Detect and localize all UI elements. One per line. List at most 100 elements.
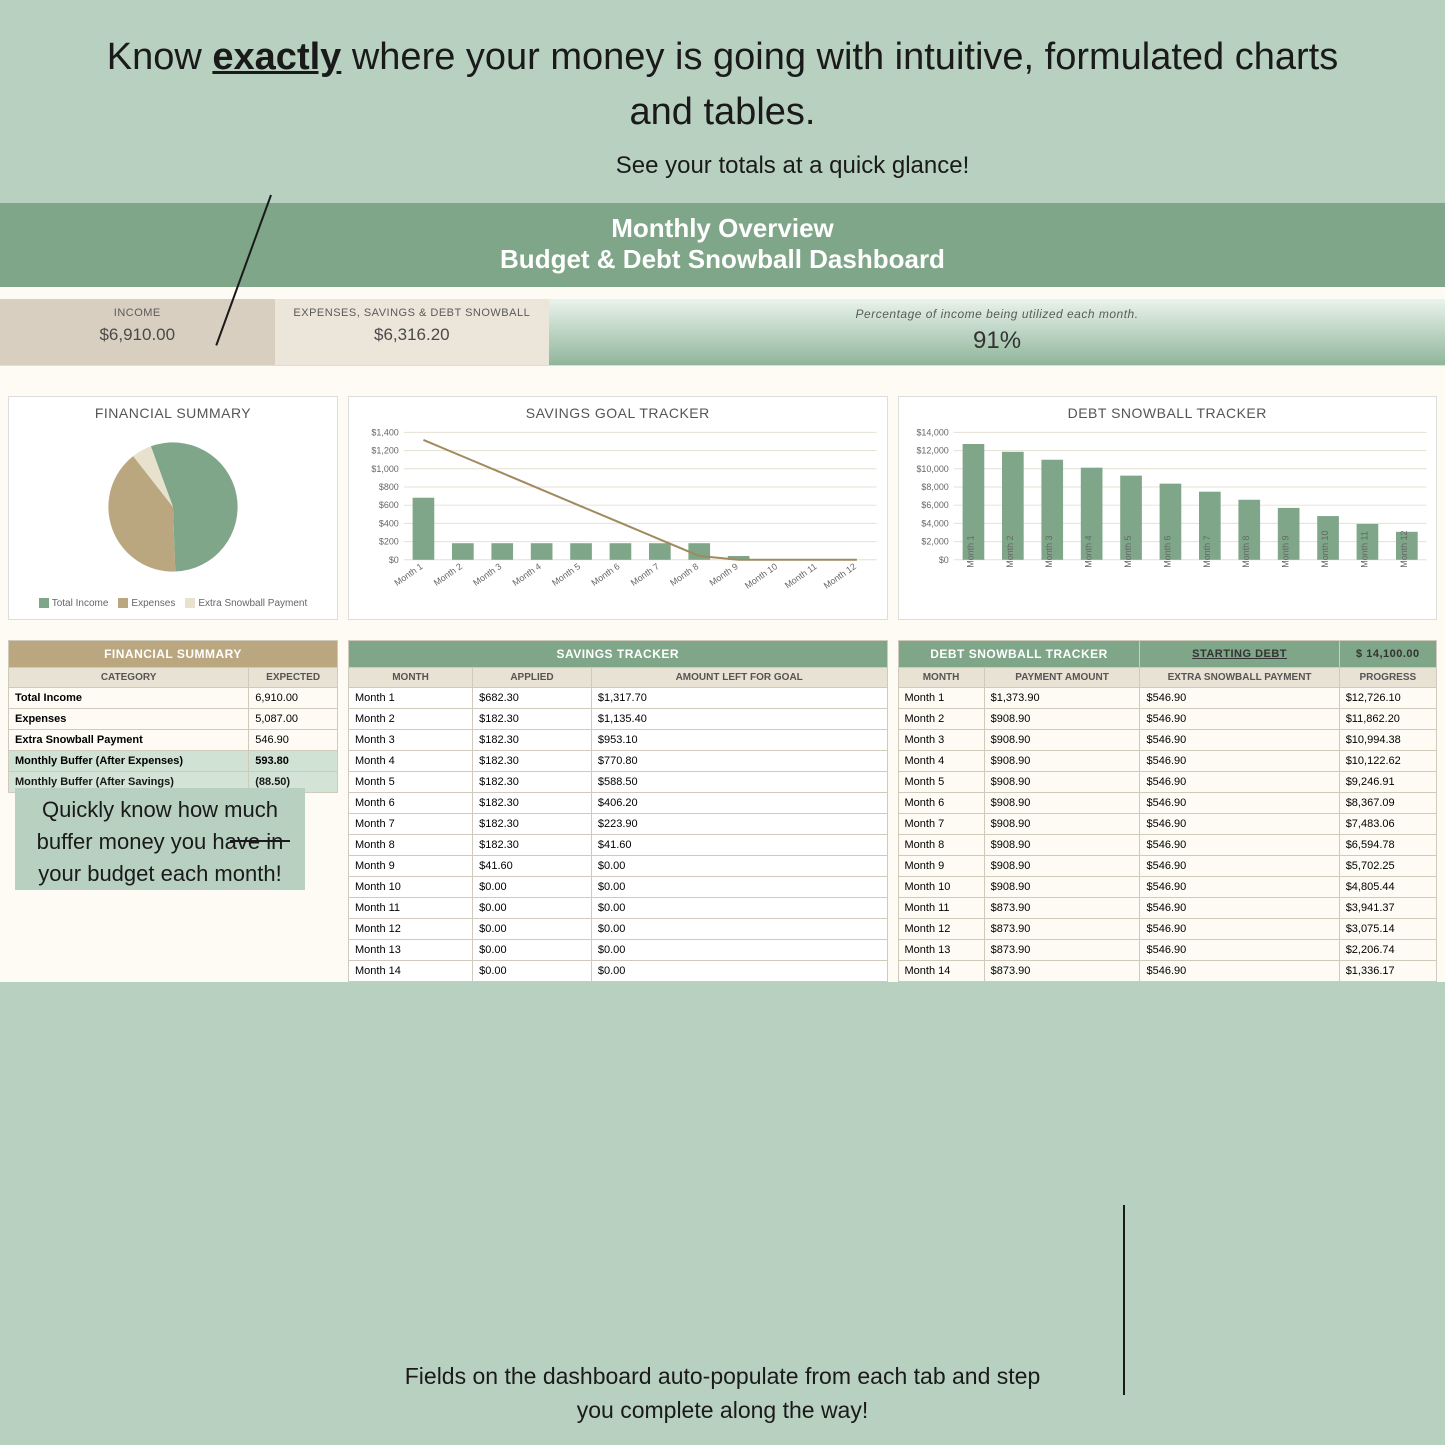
svg-text:Month 6: Month 6 [589,561,621,588]
starting-debt-label: STARTING DEBT [1140,640,1339,667]
svg-text:Month 3: Month 3 [1044,535,1054,567]
cell: $908.90 [984,876,1140,897]
svg-text:$0: $0 [389,554,399,564]
svg-text:Month 11: Month 11 [783,561,819,590]
cell: Month 4 [898,750,984,771]
debt-chart: $0$2,000$4,000$6,000$8,000$10,000$12,000… [899,427,1437,602]
table-row: Month 11$873.90$546.90$3,941.37 [898,897,1437,918]
cell: $908.90 [984,771,1140,792]
svg-text:$14,000: $14,000 [916,427,948,437]
col-header: EXTRA SNOWBALL PAYMENT [1140,667,1339,687]
cell: $953.10 [591,729,887,750]
cell: Month 12 [349,918,473,939]
cell: Extra Snowball Payment [9,729,249,750]
svg-text:Month 2: Month 2 [1004,535,1014,567]
legend-item: Total Income [39,598,109,609]
svg-text:Month 5: Month 5 [1123,535,1133,567]
cell: $0.00 [473,960,592,981]
cell: $546.90 [1140,813,1339,834]
callout-bottom: Fields on the dashboard auto-populate fr… [403,1360,1043,1427]
table-row: Month 12$873.90$546.90$3,075.14 [898,918,1437,939]
cell: Expenses [9,708,249,729]
legend-item: Expenses [118,598,175,609]
cell: $908.90 [984,750,1140,771]
svg-text:Month 12: Month 12 [822,561,858,591]
cell: 546.90 [249,729,338,750]
cell: $182.30 [473,708,592,729]
table-row: Month 3$908.90$546.90$10,994.38 [898,729,1437,750]
cell: $0.00 [591,918,887,939]
svg-text:$0: $0 [938,554,948,564]
table-row: Month 5$908.90$546.90$9,246.91 [898,771,1437,792]
cell: 593.80 [249,750,338,771]
cell: Month 10 [349,876,473,897]
buffer-row: Monthly Buffer (After Expenses)593.80 [9,750,338,771]
table-row: Month 12$0.00$0.00 [349,918,888,939]
sav-table-title: SAVINGS TRACKER [349,640,888,667]
chart-savings-title: SAVINGS GOAL TRACKER [349,397,887,427]
cell: $0.00 [591,960,887,981]
cell: $1,135.40 [591,708,887,729]
legend-item: Extra Snowball Payment [185,598,307,609]
savings-chart: $0$200$400$600$800$1,000$1,200$1,400Mont… [349,427,887,602]
savings-bar [413,497,435,559]
cell: Month 8 [898,834,984,855]
table-row: Month 9$41.60$0.00 [349,855,888,876]
table-row: Month 1$682.30$1,317.70 [349,687,888,708]
cell: $1,336.17 [1339,960,1436,981]
cell: $873.90 [984,918,1140,939]
cell: $908.90 [984,834,1140,855]
cell: $770.80 [591,750,887,771]
headline-bold: exactly [212,36,341,78]
cell: $1,373.90 [984,687,1140,708]
col-header: PROGRESS [1339,667,1436,687]
savings-bar [531,543,553,560]
table-row: Month 14$873.90$546.90$1,336.17 [898,960,1437,981]
cell: $546.90 [1140,687,1339,708]
savings-bar [570,543,592,560]
table-row: Total Income6,910.00 [9,687,338,708]
svg-text:$1,400: $1,400 [371,427,398,437]
table-row: Month 10$908.90$546.90$4,805.44 [898,876,1437,897]
savings-bar [649,543,671,560]
col-header: EXPECTED [249,667,338,687]
cell: $3,941.37 [1339,897,1436,918]
legend-swatch [185,598,195,608]
cell: 5,087.00 [249,708,338,729]
cell: $546.90 [1140,708,1339,729]
kpi-percent-value: 91% [549,327,1445,355]
svg-text:$600: $600 [379,500,399,510]
cell: Month 11 [349,897,473,918]
dashboard-title-1: Monthly Overview [0,213,1445,244]
chart-debt-title: DEBT SNOWBALL TRACKER [899,397,1437,427]
table-row: Expenses5,087.00 [9,708,338,729]
cell: $7,483.06 [1339,813,1436,834]
cell: $546.90 [1140,750,1339,771]
svg-text:Month 2: Month 2 [432,561,464,588]
cell: $0.00 [591,897,887,918]
cell: $41.60 [473,855,592,876]
table-row: Month 4$908.90$546.90$10,122.62 [898,750,1437,771]
cell: $546.90 [1140,792,1339,813]
table-row: Month 1$1,373.90$546.90$12,726.10 [898,687,1437,708]
cell: Month 8 [349,834,473,855]
svg-text:Month 5: Month 5 [550,561,582,588]
kpi-row: INCOME $6,910.00 EXPENSES, SAVINGS & DEB… [0,299,1445,366]
svg-text:Month 6: Month 6 [1162,535,1172,567]
cell: Month 6 [349,792,473,813]
cell: $182.30 [473,813,592,834]
kpi-percent: Percentage of income being utilized each… [549,299,1445,365]
cell: Month 11 [898,897,984,918]
cell: $182.30 [473,834,592,855]
table-row: Month 2$182.30$1,135.40 [349,708,888,729]
svg-text:$10,000: $10,000 [916,463,948,473]
kpi-income: INCOME $6,910.00 [0,299,275,365]
svg-text:Month 3: Month 3 [471,561,503,588]
cell: Month 12 [898,918,984,939]
cell: $10,994.38 [1339,729,1436,750]
chart-savings: SAVINGS GOAL TRACKER $0$200$400$600$800$… [348,396,888,620]
cell: $11,862.20 [1339,708,1436,729]
headline-prefix: Know [107,36,213,78]
svg-text:$400: $400 [379,518,399,528]
svg-text:$4,000: $4,000 [921,518,948,528]
